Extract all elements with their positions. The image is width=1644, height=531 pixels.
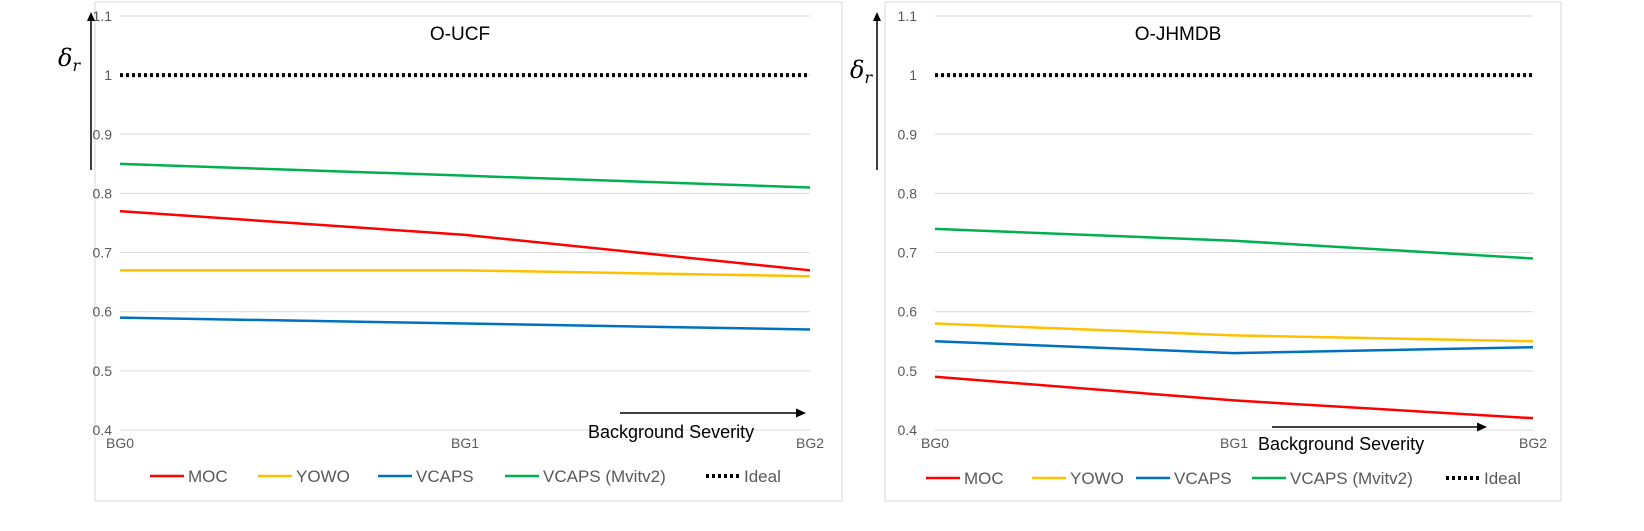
x-tick-label: BG0 (106, 435, 134, 451)
x-axis-arrowhead (796, 408, 806, 418)
y-tick-label: 0.8 (93, 185, 113, 201)
y-axis-label: δr (58, 44, 81, 75)
y-tick-label: 0.9 (898, 126, 918, 142)
y-tick-label: 0.8 (898, 185, 918, 201)
y-tick-label: 0.6 (898, 304, 918, 320)
x-tick-label: BG0 (921, 435, 949, 451)
chart-frame (94, 1, 843, 502)
y-tick-label: 0.6 (93, 304, 113, 320)
y-tick-label: 1.1 (93, 8, 113, 24)
y-tick-label: 1 (104, 67, 112, 83)
x-tick-label: BG1 (1220, 435, 1248, 451)
legend-label: Ideal (744, 467, 781, 486)
y-tick-label: 0.7 (898, 245, 918, 261)
x-tick-label: BG1 (451, 435, 479, 451)
legend-label: MOC (188, 467, 228, 486)
y-tick-label: 0.5 (898, 363, 918, 379)
legend-label: YOWO (296, 467, 350, 486)
y-tick-label: 0.5 (93, 363, 113, 379)
legend-label: Ideal (1484, 469, 1521, 488)
x-tick-label: BG2 (796, 435, 824, 451)
x-axis-label: Background Severity (1258, 434, 1424, 454)
y-tick-label: 0.4 (93, 422, 113, 438)
legend-label: YOWO (1070, 469, 1124, 488)
chart-2: 0.4 0.5 0.6 0.7 0.8 0.9 1 1.1 BG0 BG1 BG2 O-JHMDB δr… (850, 1, 1562, 502)
y-axis-arrowhead (873, 12, 881, 21)
x-axis-label: Background Severity (588, 422, 754, 442)
y-axis-label: δr (850, 56, 873, 87)
y-axis-arrowhead (87, 12, 95, 21)
chart-frame (884, 1, 1562, 502)
legend-label: MOC (964, 469, 1004, 488)
y-tick-label: 1 (909, 67, 917, 83)
chart-title: O-JHMDB (1135, 24, 1222, 45)
legend-label: VCAPS (416, 467, 474, 486)
legend-label: VCAPS (1174, 469, 1232, 488)
y-tick-label: 0.4 (898, 422, 918, 438)
y-tick-label: 0.7 (93, 245, 113, 261)
chart-1: 0.4 0.5 0.6 0.7 0.8 0.9 1 1.1 BG0 BG1 BG2 O-UCF δr Ba… (58, 1, 843, 502)
x-tick-label: BG2 (1519, 435, 1547, 451)
chart-title: O-UCF (430, 24, 490, 45)
y-tick-label: 1.1 (898, 8, 918, 24)
x-axis-arrowhead (1477, 422, 1487, 432)
legend-label: VCAPS (Mvitv2) (543, 467, 666, 486)
y-tick-label: 0.9 (93, 126, 113, 142)
legend-label: VCAPS (Mvitv2) (1290, 469, 1413, 488)
